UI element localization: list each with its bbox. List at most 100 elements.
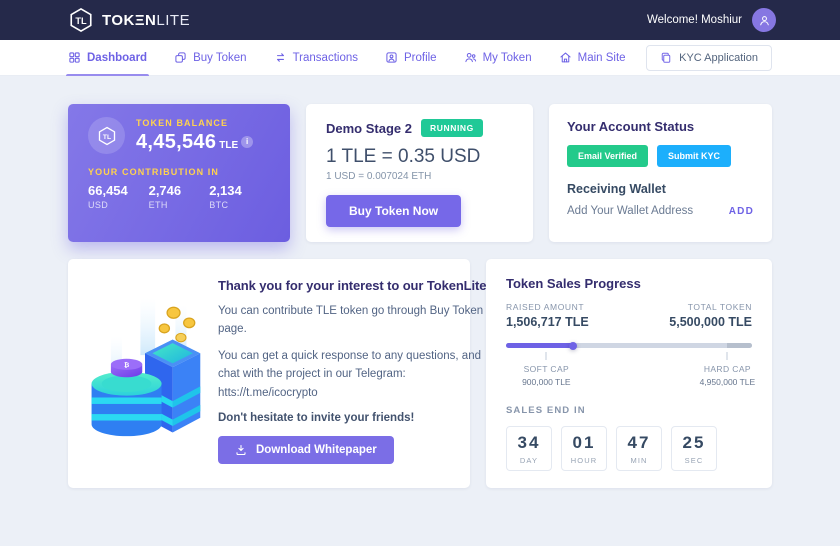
nav-item-main-site[interactable]: Main Site (559, 40, 626, 76)
kyc-button-label: KYC Application (679, 51, 758, 64)
soft-cap-tick (545, 352, 547, 360)
contribution-btc: 2,134 BTC (209, 183, 270, 210)
contribution-currency: ETH (148, 200, 168, 210)
raised-amount-block: RAISED AMOUNT 1,506,717 TLE (506, 302, 589, 329)
progress-bar-zone: SOFT CAP 900,000 TLE HARD CAP 4,950,000 … (506, 341, 755, 401)
user-avatar[interactable] (752, 8, 776, 32)
token-rate: 1 TLE = 0.35 USD (326, 146, 481, 167)
submit-kyc-badge[interactable]: Submit KYC (657, 145, 732, 167)
user-area: Welcome! Moshiur (647, 8, 776, 32)
add-wallet-link[interactable]: ADD (728, 205, 754, 217)
stage-header: Demo Stage 2 RUNNING (326, 119, 513, 137)
contribution-eth: 2,746 ETH (149, 183, 210, 210)
balance-amount: 4,45,546 (136, 130, 217, 153)
download-button-label: Download Whitepaper (256, 443, 377, 456)
profile-card-icon (385, 51, 398, 64)
countdown-value: 01 (572, 432, 596, 452)
nav-label: Main Site (577, 51, 626, 64)
email-verified-badge: Email Verified (567, 145, 649, 167)
buy-token-now-button[interactable]: Buy Token Now (326, 195, 462, 227)
countdown-day: 34 DAY (506, 426, 552, 471)
balance-amount-row: 4,45,546 TLE i (136, 130, 254, 154)
nav-item-my-token[interactable]: My Token (464, 40, 532, 76)
progress-fill (506, 343, 574, 348)
brand-name: TOKΞNLITE (102, 11, 191, 29)
nav-label: Profile (403, 51, 437, 64)
contribution-row: 66,454 USD 2,746 ETH 2,134 BTC (88, 183, 270, 210)
nav-item-transactions[interactable]: Transactions (274, 40, 358, 76)
contribution-value: 66,454 (88, 183, 128, 198)
token-rate-secondary: 1 USD = 0.007024 ETH (326, 171, 432, 182)
track-dark-segment (727, 343, 752, 348)
tokenlite-hexagon-icon: TL (68, 7, 94, 33)
nav-items: Dashboard Buy Token Transactions (65, 40, 626, 76)
document-icon (660, 52, 672, 64)
info-icon[interactable]: i (241, 136, 254, 148)
detail-row: ₿ Thank you for your interest to our Tok… (68, 259, 772, 488)
nav-item-profile[interactable]: Profile (385, 40, 437, 76)
running-status-badge: RUNNING (420, 119, 483, 137)
brand-logo[interactable]: TL TOKΞNLITE (68, 7, 190, 33)
welcome-message-body: Thank you for your interest to our Token… (218, 278, 486, 470)
nav-item-buy-token[interactable]: Buy Token (174, 40, 247, 76)
svg-text:TL: TL (75, 16, 87, 26)
countdown-min: 47 MIN (616, 426, 662, 471)
kyc-application-button[interactable]: KYC Application (646, 44, 772, 71)
progress-track (506, 341, 752, 350)
countdown-value: 25 (682, 432, 706, 452)
wallet-hint: Add Your Wallet Address (567, 205, 694, 217)
balance-figures: TOKEN BALANCE 4,45,546 TLE i (136, 118, 254, 154)
welcome-message-card: ₿ Thank you for your interest to our Tok… (68, 259, 486, 488)
welcome-paragraph-1: You can contribute TLE token go through … (218, 305, 484, 336)
top-app-bar: TL TOKΞNLITE Welcome! Moshiur (0, 0, 840, 40)
progress-knob[interactable] (569, 341, 578, 350)
user-icon (759, 15, 769, 25)
nav-item-dashboard[interactable]: Dashboard (65, 40, 150, 76)
svg-text:TL: TL (102, 133, 110, 140)
nav-label: Transactions (292, 51, 358, 64)
welcome-text: Welcome! Moshiur (646, 14, 742, 26)
svg-text:₿: ₿ (124, 361, 129, 369)
balance-unit: TLE (219, 139, 239, 151)
soft-cap-value: 900,000 TLE (522, 377, 571, 387)
raised-amount-label: RAISED AMOUNT (506, 302, 585, 312)
countdown-value: 47 (627, 432, 651, 452)
coins-illustration: ₿ (84, 278, 206, 470)
welcome-paragraph-2: You can get a quick response to any ques… (218, 350, 481, 399)
countdown-unit: SEC (684, 455, 704, 465)
contribution-usd: 66,454 USD (88, 183, 149, 210)
countdown-hour: 01 HOUR (561, 426, 607, 471)
progress-title: Token Sales Progress (506, 276, 641, 291)
contribution-value: 2,746 (148, 183, 182, 198)
token-balance-card: TL TOKEN BALANCE 4,45,546 TLE i YOUR CON… (68, 104, 290, 242)
total-token-value: 5,500,000 TLE (669, 315, 752, 329)
countdown-value: 34 (517, 432, 541, 452)
hard-cap-tick (726, 352, 728, 360)
coins-icon (174, 51, 187, 64)
soft-cap-name: SOFT CAP (523, 364, 570, 374)
countdown: 34 DAY 01 HOUR 47 MIN 25 SEC (506, 426, 752, 471)
wallet-row: Add Your Wallet Address ADD (567, 205, 754, 217)
contribution-title: YOUR CONTRIBUTION IN (88, 167, 219, 177)
nav-label: My Token (482, 51, 532, 64)
stage-title: Demo Stage 2 (326, 120, 412, 136)
nav-label: Dashboard (87, 51, 148, 64)
countdown-sec: 25 SEC (671, 426, 717, 471)
hard-cap-value: 4,950,000 TLE (699, 377, 756, 387)
countdown-unit: DAY (519, 455, 539, 465)
home-icon (559, 51, 572, 64)
sales-end-label: SALES END IN (506, 405, 586, 416)
account-status-title: Your Account Status (567, 119, 695, 134)
summary-row: TL TOKEN BALANCE 4,45,546 TLE i YOUR CON… (68, 104, 772, 242)
total-token-label: TOTAL TOKEN (687, 302, 752, 312)
balance-header: TL TOKEN BALANCE 4,45,546 TLE i (88, 117, 270, 154)
receiving-wallet-title: Receiving Wallet (567, 182, 666, 196)
invite-friends-text: Don't hesitate to invite your friends! (218, 411, 415, 424)
dashboard-content: TL TOKEN BALANCE 4,45,546 TLE i YOUR CON… (0, 76, 840, 488)
hard-cap-name: HARD CAP (703, 364, 751, 374)
download-whitepaper-button[interactable]: Download Whitepaper (218, 435, 394, 464)
swap-arrows-icon (274, 51, 287, 64)
contribution-value: 2,134 (209, 183, 242, 198)
welcome-title: Thank you for your interest to our Token… (218, 278, 487, 293)
soft-cap-label: SOFT CAP 900,000 TLE (522, 364, 571, 387)
